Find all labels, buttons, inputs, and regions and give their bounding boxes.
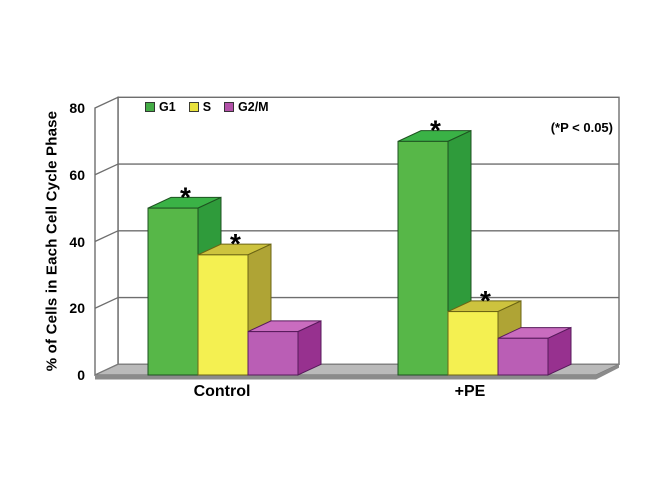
legend-label: G2/M <box>238 100 269 114</box>
legend-label: G1 <box>159 100 176 114</box>
y-tick-label-60: 60 <box>69 166 85 183</box>
significance-asterisk-controlg1: * <box>180 181 191 212</box>
floor-front-edge <box>95 375 596 380</box>
y-tick-label-20: 20 <box>69 300 85 317</box>
bar-front-peg1 <box>397 140 449 376</box>
legend-item-g2m: G2/M <box>224 100 269 114</box>
bar-front-peg2m <box>497 337 549 376</box>
legend: G1 S G2/M <box>145 100 269 114</box>
bar-front-controlg2m <box>247 331 299 376</box>
significance-asterisk-pes: * <box>480 285 491 316</box>
gridline-side-60 <box>94 163 119 176</box>
significance-asterisk-peg1: * <box>430 115 441 146</box>
legend-item-s: S <box>188 100 212 114</box>
y-tick-label-0: 0 <box>77 367 85 383</box>
y-tick-label-40: 40 <box>69 233 85 250</box>
legend-swatch-icon <box>224 102 235 112</box>
floor-right-edge <box>596 364 619 380</box>
y-tick-label-80: 80 <box>69 100 85 116</box>
legend-swatch-icon <box>188 102 199 112</box>
legend-swatch-icon <box>145 102 155 112</box>
bar-front-controls <box>197 254 249 376</box>
significance-asterisk-controls: * <box>230 228 241 259</box>
bar-front-controlg1 <box>147 207 199 376</box>
legend-label: S <box>202 100 212 114</box>
category-label-control: Control <box>193 383 251 400</box>
bar-front-pes <box>447 311 499 376</box>
gridline-side-20 <box>94 296 119 309</box>
category-label-pe: +PE <box>454 383 486 400</box>
legend-item-g1: G1 <box>145 100 176 114</box>
p-value-annotation: (*P < 0.05) <box>550 120 613 135</box>
gridline-side-40 <box>94 230 119 243</box>
